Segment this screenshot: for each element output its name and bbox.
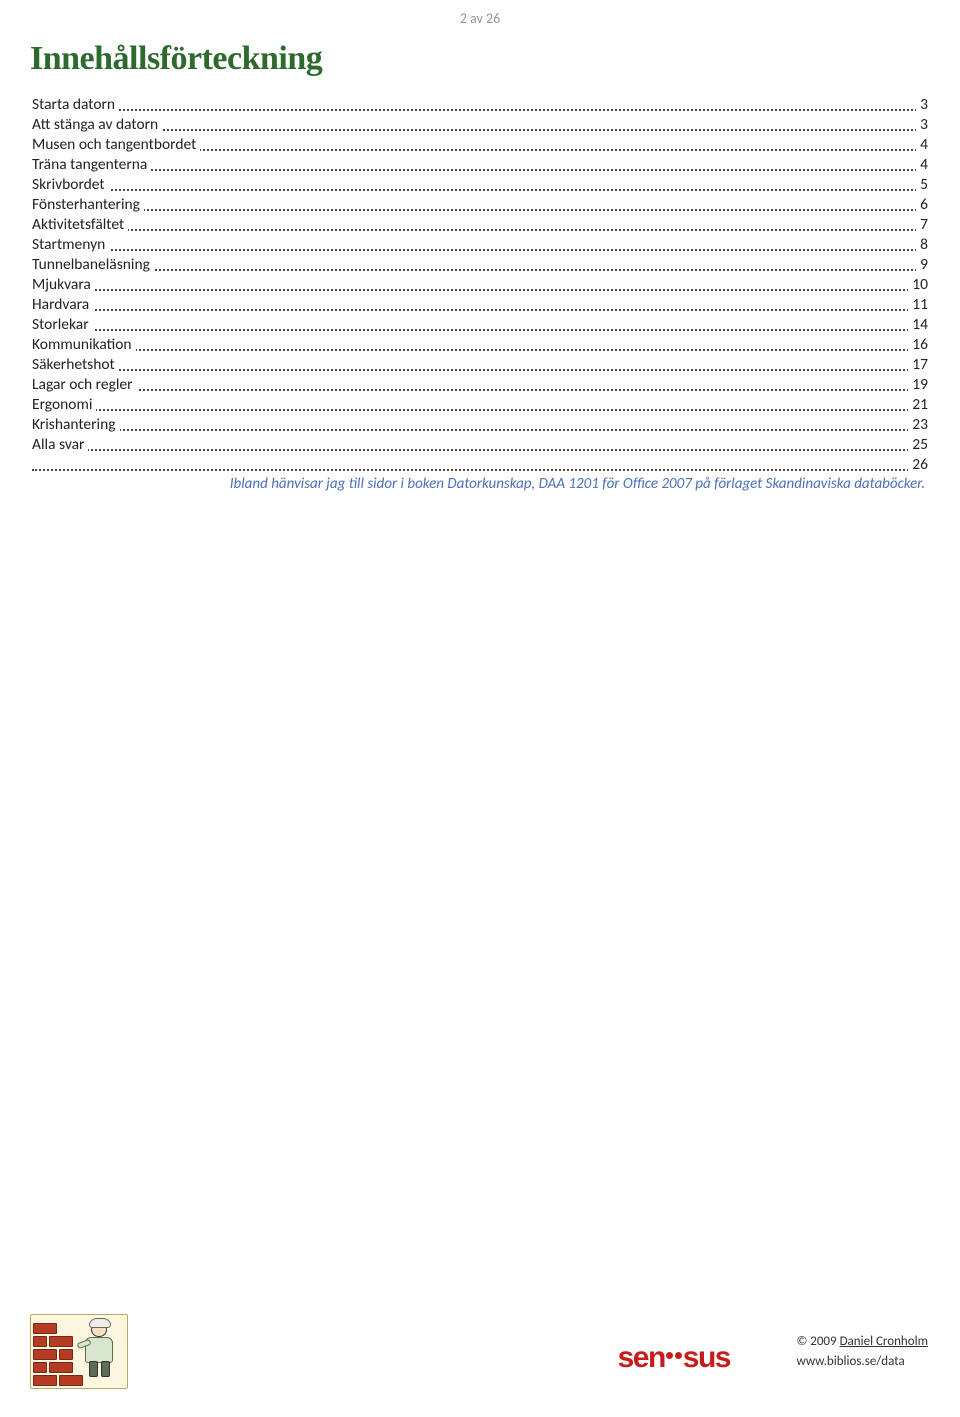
toc-dots xyxy=(32,329,928,331)
toc-row[interactable]: Musen och tangentbordet 4 xyxy=(32,135,928,155)
toc-label: Mjukvara xyxy=(32,275,95,294)
toc-label: Lagar och regler xyxy=(32,375,137,394)
toc-dots xyxy=(32,249,928,251)
copyright: © 2009 Daniel Cronholm www.biblios.se/da… xyxy=(796,1332,928,1371)
toc-row[interactable]: Att stänga av datorn 3 xyxy=(32,115,928,135)
toc-page: 23 xyxy=(908,415,928,434)
toc-page: 8 xyxy=(916,235,928,254)
toc-page: 3 xyxy=(916,95,928,114)
toc-dots xyxy=(32,309,928,311)
toc-row[interactable]: Mjukvara 10 xyxy=(32,275,928,295)
toc-row[interactable]: Starta datorn 3 xyxy=(32,95,928,115)
toc-dots xyxy=(32,229,928,231)
toc-page: 4 xyxy=(916,155,928,174)
toc-dots xyxy=(32,469,928,471)
toc-row[interactable]: Träna tangenterna 4 xyxy=(32,155,928,175)
table-of-contents: Starta datorn3Att stänga av datorn3Musen… xyxy=(32,95,928,475)
toc-dots xyxy=(32,349,928,351)
toc-dots xyxy=(32,109,928,111)
toc-label: Ergonomi xyxy=(32,395,96,414)
toc-dots xyxy=(32,429,928,431)
toc-row[interactable]: Krishantering 23 xyxy=(32,415,928,435)
toc-page: 16 xyxy=(908,335,928,354)
toc-row[interactable]: Aktivitetsfältet 7 xyxy=(32,215,928,235)
toc-label: Storlekar xyxy=(32,315,93,334)
toc-row[interactable]: 26 xyxy=(32,455,928,475)
toc-label: Starta datorn xyxy=(32,95,119,114)
toc-page: 26 xyxy=(908,455,928,474)
toc-page: 4 xyxy=(916,135,928,154)
toc-label: Tunnelbaneläsning xyxy=(32,255,154,274)
logo-text-right: sus xyxy=(683,1341,730,1374)
toc-page: 17 xyxy=(908,355,928,374)
toc-page: 10 xyxy=(908,275,928,294)
toc-page: 6 xyxy=(916,195,928,214)
toc-row[interactable]: Skrivbordet 5 xyxy=(32,175,928,195)
toc-dots xyxy=(32,369,928,371)
toc-row[interactable]: Ergonomi 21 xyxy=(32,395,928,415)
toc-label: Startmenyn xyxy=(32,235,109,254)
toc-row[interactable]: Hardvara 11 xyxy=(32,295,928,315)
toc-label: Alla svar xyxy=(32,435,88,454)
toc-label: Träna tangenterna xyxy=(32,155,151,174)
logo-text-left: sen xyxy=(618,1341,665,1374)
toc-row[interactable]: Fönsterhantering 6 xyxy=(32,195,928,215)
bricklayer-illustration xyxy=(30,1314,128,1389)
website-url: www.biblios.se/data xyxy=(796,1352,928,1372)
toc-page: 14 xyxy=(908,315,928,334)
toc-label: Musen och tangentbordet xyxy=(32,135,200,154)
toc-row[interactable]: Alla svar 25 xyxy=(32,435,928,455)
toc-dots xyxy=(32,129,928,131)
author-name: Daniel Cronholm xyxy=(840,1334,928,1349)
toc-page: 9 xyxy=(916,255,928,274)
reference-note: Ibland hänvisar jag till sidor i boken D… xyxy=(120,475,925,493)
toc-page: 7 xyxy=(916,215,928,234)
toc-page: 21 xyxy=(908,395,928,414)
toc-dots xyxy=(32,209,928,211)
worker-figure xyxy=(75,1321,121,1377)
toc-label: Fönsterhantering xyxy=(32,195,144,214)
toc-page: 25 xyxy=(908,435,928,454)
toc-dots xyxy=(32,269,928,271)
toc-row[interactable]: Startmenyn 8 xyxy=(32,235,928,255)
toc-row[interactable]: Lagar och regler 19 xyxy=(32,375,928,395)
toc-label: Att stänga av datorn xyxy=(32,115,162,134)
toc-dots xyxy=(32,409,928,411)
toc-page: 11 xyxy=(908,295,928,314)
toc-label: Hardvara xyxy=(32,295,93,314)
page-number: 2 av 26 xyxy=(460,10,500,27)
toc-label: Skrivbordet xyxy=(32,175,109,194)
sensus-logo: sensus xyxy=(618,1341,730,1375)
toc-dots xyxy=(32,169,928,171)
toc-row[interactable]: Tunnelbaneläsning 9 xyxy=(32,255,928,275)
copyright-prefix: © 2009 xyxy=(796,1334,839,1349)
toc-label: Krishantering xyxy=(32,415,120,434)
toc-row[interactable]: Storlekar 14 xyxy=(32,315,928,335)
page-title: Innehållsförteckning xyxy=(30,40,322,78)
toc-page: 19 xyxy=(908,375,928,394)
toc-label: Kommunikation xyxy=(32,335,136,354)
toc-page: 5 xyxy=(916,175,928,194)
toc-row[interactable]: Kommunikation 16 xyxy=(32,335,928,355)
toc-label: Säkerhetshot xyxy=(32,355,119,374)
toc-dots xyxy=(32,189,928,191)
toc-dots xyxy=(32,289,928,291)
toc-row[interactable]: Säkerhetshot 17 xyxy=(32,355,928,375)
toc-page: 3 xyxy=(916,115,928,134)
toc-dots xyxy=(32,389,928,391)
footer: sensus © 2009 Daniel Cronholm www.biblio… xyxy=(30,1314,928,1389)
toc-dots xyxy=(32,449,928,451)
toc-label: Aktivitetsfältet xyxy=(32,215,128,234)
